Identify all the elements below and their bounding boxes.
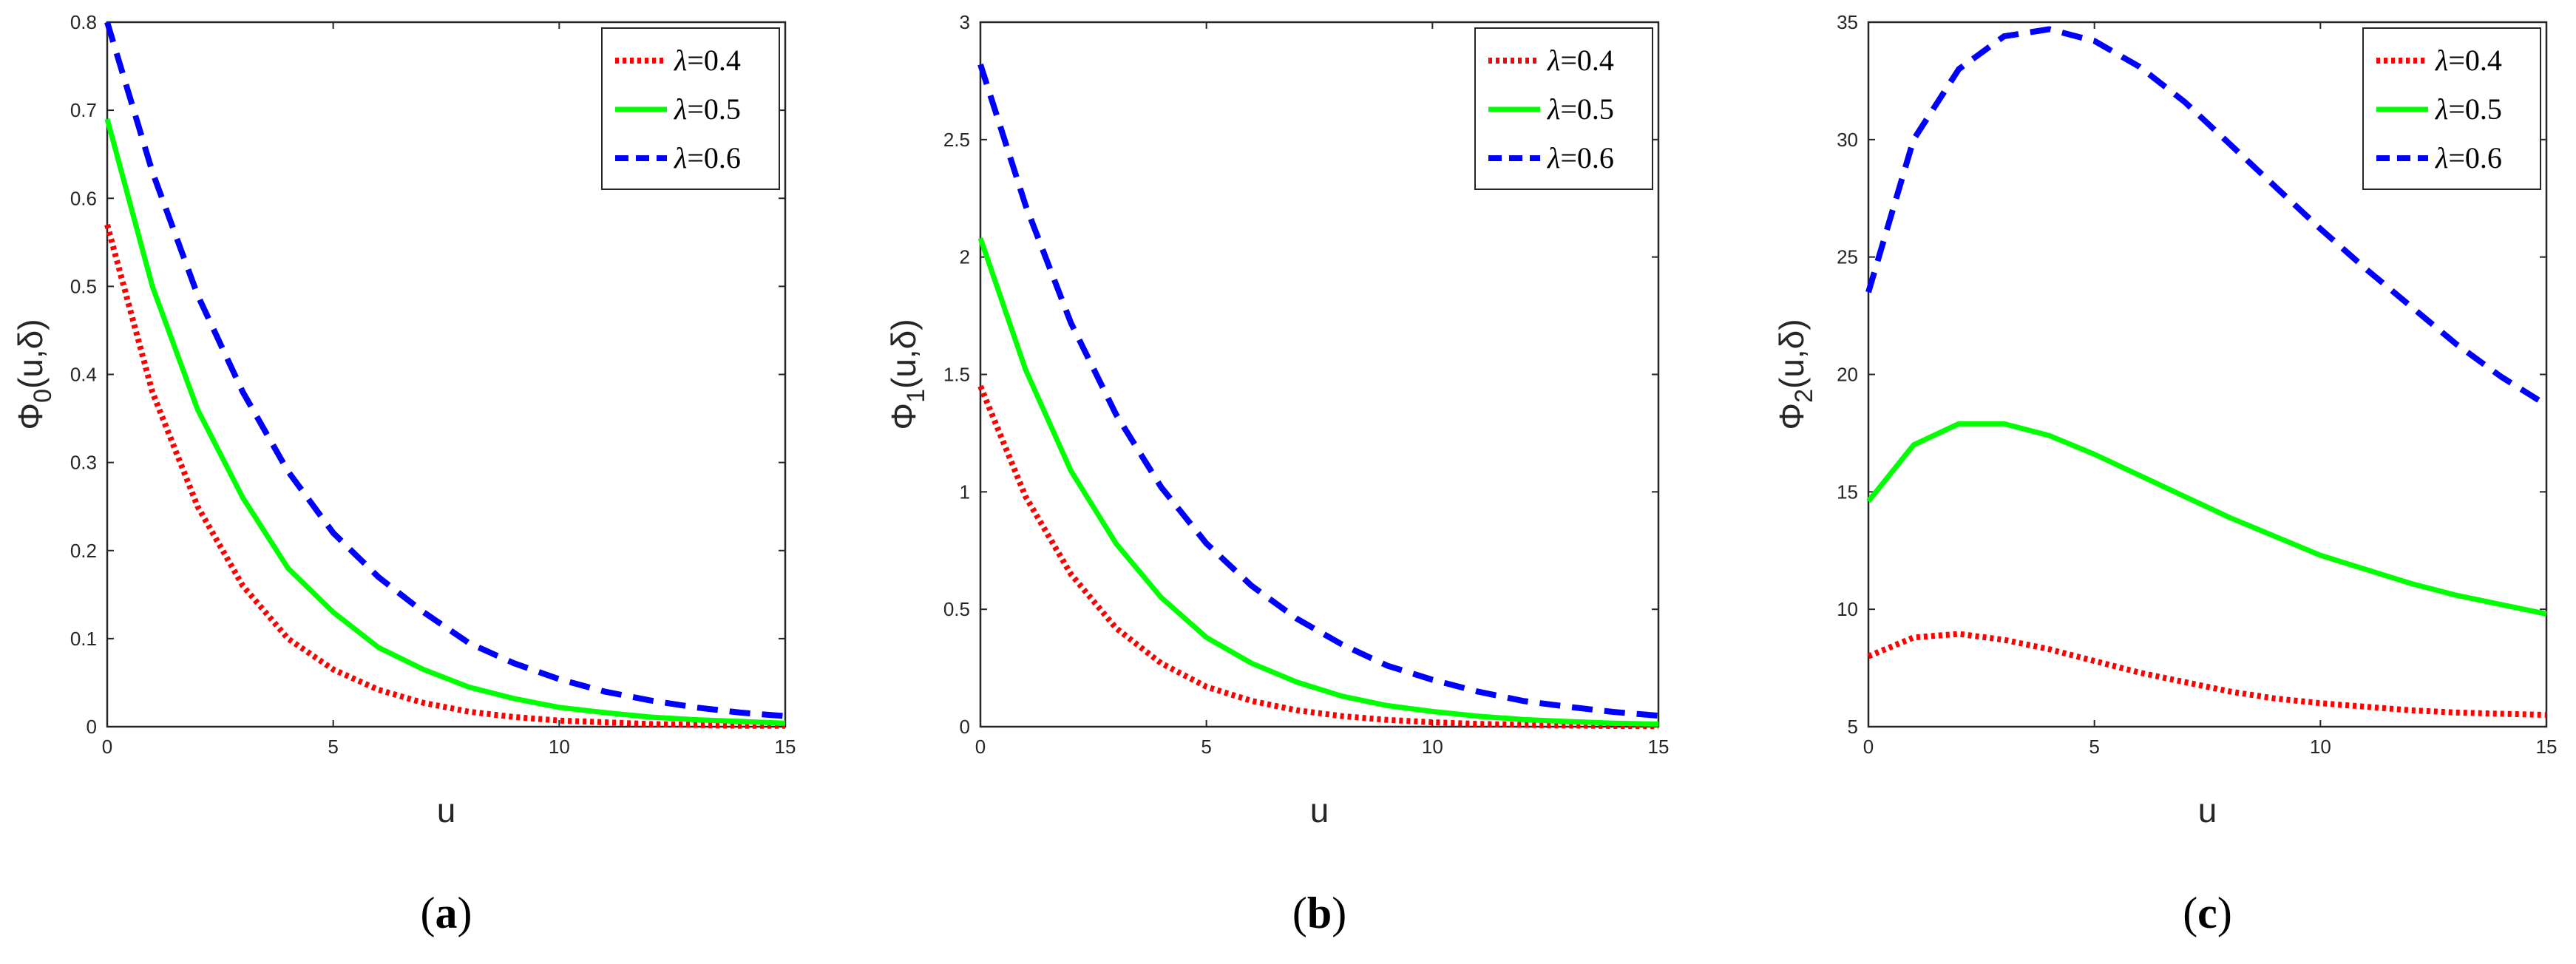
y-axis-label-symbol: Φ (1772, 403, 1811, 430)
y-tick-label: 0.3 (70, 452, 97, 474)
y-axis-label-symbol: Φ (884, 403, 923, 430)
legend-lambda-value: =0.4 (687, 44, 741, 77)
legend: λ=0.4λ=0.5λ=0.6 (1474, 27, 1653, 190)
x-tick-label: 5 (328, 736, 338, 758)
series-line-1 (977, 384, 1659, 730)
legend-lambda-value: =0.6 (687, 141, 741, 174)
series-line-2 (1866, 421, 2547, 617)
panel-letter: c (2197, 889, 2217, 937)
x-tick-label: 10 (1422, 736, 1443, 758)
chart-panel-b: 0 5 10 1500.511.522.53uΦ1(u,δ)λ=0.4λ=0.5λ=0… (884, 11, 1669, 937)
legend-lambda-value: =0.5 (2448, 92, 2502, 126)
y-tick-label: 2.5 (943, 129, 970, 151)
y-axis-label-subscript: 2 (1790, 389, 1818, 403)
chart-panel-a: 0 5 10 1500.10.20.30.40.50.60.70.8uΦ0(u,δ)λ… (11, 11, 796, 937)
y-tick-label: 0.1 (70, 628, 97, 650)
legend: λ=0.4λ=0.5λ=0.6 (2362, 27, 2541, 190)
legend-lambda-value: =0.4 (1560, 44, 1614, 77)
legend-label-1: λ=0.4 (674, 44, 741, 77)
y-axis-label-args: (u,δ) (884, 319, 923, 389)
series-line-2 (104, 118, 786, 726)
y-tick-label: 10 (1837, 598, 1858, 620)
legend-lambda-symbol: λ (1547, 141, 1560, 174)
y-tick-label: 0.2 (70, 540, 97, 562)
y-tick-label: 2 (960, 246, 970, 268)
legend-lambda-symbol: λ (2435, 92, 2448, 126)
series-line-3 (977, 63, 1659, 719)
legend-lambda-symbol: λ (674, 141, 687, 174)
y-tick-label: 0 (87, 716, 97, 738)
panel-caption: (b) (1292, 889, 1346, 937)
y-tick-label: 35 (1837, 11, 1858, 33)
x-tick-label: 5 (1201, 736, 1211, 758)
y-tick-label: 0.6 (70, 187, 97, 209)
y-axis-label-subscript: 0 (29, 389, 57, 403)
x-tick-label: 5 (2089, 736, 2099, 758)
legend-lambda-symbol: λ (674, 92, 687, 126)
series-line-1 (104, 223, 785, 729)
legend-label-2: λ=0.5 (2435, 92, 2502, 126)
y-tick-label: 1.5 (943, 364, 970, 386)
legend: λ=0.4λ=0.5λ=0.6 (601, 27, 780, 190)
legend-lambda-value: =0.5 (687, 92, 741, 126)
series-line-2 (977, 237, 1659, 727)
y-tick-label: 30 (1837, 129, 1858, 151)
legend-label-3: λ=0.6 (1547, 141, 1614, 174)
y-tick-label: 15 (1837, 481, 1858, 503)
legend-lambda-value: =0.5 (1560, 92, 1614, 126)
y-axis-label-subscript: 1 (902, 389, 930, 403)
legend-lambda-value: =0.6 (1560, 141, 1614, 174)
legend-label-1: λ=0.4 (2435, 44, 2502, 77)
y-axis-label-args: (u,δ) (1772, 319, 1811, 389)
legend-lambda-symbol: λ (2435, 141, 2448, 174)
y-tick-label: 0.7 (70, 99, 97, 121)
x-tick-label: 0 (975, 736, 986, 758)
series-line-3 (104, 21, 786, 719)
y-tick-label: 3 (960, 11, 970, 33)
legend-label-2: λ=0.5 (1547, 92, 1614, 126)
legend-lambda-symbol: λ (1547, 92, 1560, 126)
y-tick-label: 25 (1837, 246, 1858, 268)
x-axis-label: u (437, 791, 456, 829)
legend-label-2: λ=0.5 (674, 92, 741, 126)
y-axis-label: Φ0(u,δ) (11, 319, 57, 430)
y-tick-label: 20 (1837, 364, 1858, 386)
series-line-3 (1865, 26, 2549, 408)
y-tick-label: 0 (960, 716, 970, 738)
y-tick-label: 0.5 (70, 275, 97, 297)
x-tick-label: 15 (775, 736, 796, 758)
legend-lambda-value: =0.4 (2448, 44, 2502, 77)
x-tick-label: 10 (2310, 736, 2331, 758)
panel-caption: (c) (2183, 889, 2232, 937)
legend-lambda-symbol: λ (1547, 44, 1560, 77)
x-tick-label: 10 (549, 736, 570, 758)
legend-label-1: λ=0.4 (1547, 44, 1614, 77)
y-tick-label: 0.5 (943, 598, 970, 620)
y-tick-label: 0.4 (70, 364, 97, 386)
y-tick-label: 1 (960, 481, 970, 503)
x-tick-label: 0 (1863, 736, 1874, 758)
y-tick-label: 0.8 (70, 11, 97, 33)
legend-label-3: λ=0.6 (674, 141, 741, 174)
y-tick-label: 5 (1848, 716, 1858, 738)
legend-label-3: λ=0.6 (2435, 141, 2502, 174)
panel-letter: b (1307, 889, 1332, 937)
panel-letter: a (435, 889, 458, 937)
x-tick-label: 15 (2536, 736, 2558, 758)
y-axis-label-args: (u,δ) (11, 319, 50, 389)
x-tick-label: 15 (1648, 736, 1670, 758)
series-line-1 (1867, 631, 2547, 719)
x-tick-label: 0 (102, 736, 112, 758)
legend-lambda-symbol: λ (2435, 44, 2448, 77)
x-axis-label: u (1310, 791, 1329, 829)
y-axis-label-symbol: Φ (11, 403, 50, 430)
legend-lambda-value: =0.6 (2448, 141, 2502, 174)
y-axis-label: Φ1(u,δ) (884, 319, 930, 430)
y-axis-label: Φ2(u,δ) (1772, 319, 1818, 430)
x-axis-label: u (2198, 791, 2217, 829)
legend-lambda-symbol: λ (674, 44, 687, 77)
panel-caption: (a) (421, 889, 472, 937)
chart-panel-c: 0 5 10 155101520253035uΦ2(u,δ)λ=0.4λ=0.5λ=0… (1772, 11, 2557, 937)
